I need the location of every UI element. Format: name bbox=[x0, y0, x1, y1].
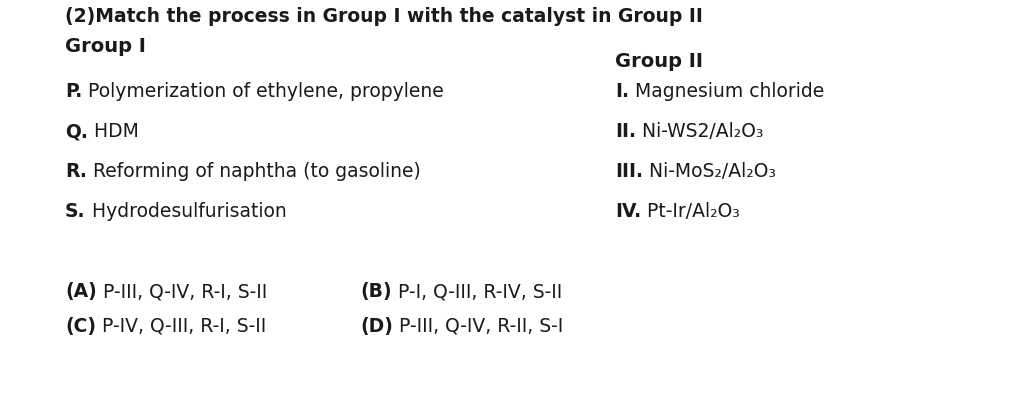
Text: P-IV, Q-III, R-I, S-II: P-IV, Q-III, R-I, S-II bbox=[96, 317, 266, 336]
Text: P-I, Q-III, R-IV, S-II: P-I, Q-III, R-IV, S-II bbox=[392, 282, 562, 301]
Text: (A): (A) bbox=[65, 282, 97, 301]
Text: (C): (C) bbox=[65, 317, 96, 336]
Text: (2)Match the process in Group I with the catalyst in Group II: (2)Match the process in Group I with the… bbox=[65, 7, 702, 26]
Text: Pt-Ir/Al₂O₃: Pt-Ir/Al₂O₃ bbox=[641, 202, 740, 221]
Text: III.: III. bbox=[615, 162, 643, 181]
Text: Hydrodesulfurisation: Hydrodesulfurisation bbox=[86, 202, 286, 221]
Text: Ni-WS2/Al₂O₃: Ni-WS2/Al₂O₃ bbox=[636, 122, 764, 141]
Text: Polymerization of ethylene, propylene: Polymerization of ethylene, propylene bbox=[83, 82, 444, 101]
Text: Q.: Q. bbox=[65, 122, 88, 141]
Text: P-III, Q-IV, R-I, S-II: P-III, Q-IV, R-I, S-II bbox=[97, 282, 268, 301]
Text: Group I: Group I bbox=[65, 37, 146, 56]
Text: R.: R. bbox=[65, 162, 87, 181]
Text: HDM: HDM bbox=[88, 122, 139, 141]
Text: II.: II. bbox=[615, 122, 636, 141]
Text: IV.: IV. bbox=[615, 202, 641, 221]
Text: (B): (B) bbox=[360, 282, 392, 301]
Text: Group II: Group II bbox=[615, 52, 703, 71]
Text: I.: I. bbox=[615, 82, 629, 101]
Text: Reforming of naphtha (to gasoline): Reforming of naphtha (to gasoline) bbox=[87, 162, 421, 181]
Text: P.: P. bbox=[65, 82, 83, 101]
Text: P-III, Q-IV, R-II, S-I: P-III, Q-IV, R-II, S-I bbox=[393, 317, 564, 336]
Text: Magnesium chloride: Magnesium chloride bbox=[629, 82, 824, 101]
Text: (D): (D) bbox=[360, 317, 393, 336]
Text: S.: S. bbox=[65, 202, 86, 221]
Text: Ni-MoS₂/Al₂O₃: Ni-MoS₂/Al₂O₃ bbox=[643, 162, 776, 181]
